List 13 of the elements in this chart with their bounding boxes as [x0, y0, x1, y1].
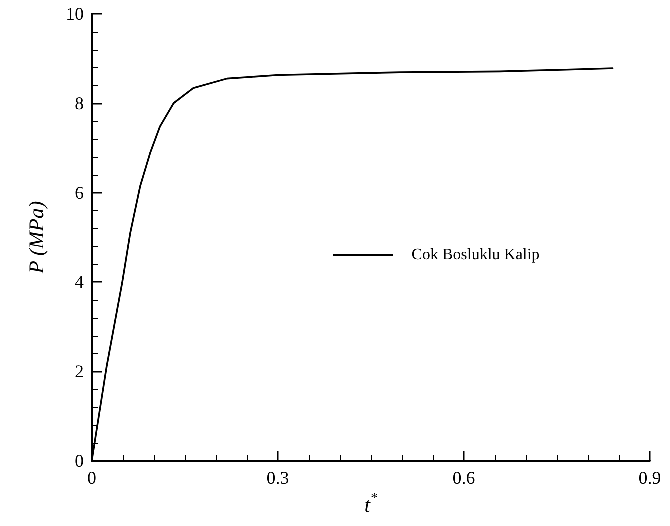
- y-tick-label: 4: [75, 272, 84, 292]
- y-tick-label: 0: [75, 451, 84, 471]
- y-tick-label: 6: [75, 182, 84, 203]
- y-tick-label: 2: [75, 362, 84, 382]
- y-tick-label: 8: [75, 93, 84, 114]
- y-tick-label: 10: [66, 4, 84, 24]
- y-axis-title: P (MPa): [24, 201, 48, 275]
- x-tick-label: 0: [88, 468, 96, 488]
- x-tick-label: 0.3: [266, 468, 290, 488]
- legend-label: Cok Bosluklu Kalip: [412, 246, 540, 264]
- x-tick-label: 0.9: [638, 468, 662, 488]
- x-tick-label: 0.6: [452, 468, 476, 488]
- x-axis-title: t*: [364, 491, 378, 517]
